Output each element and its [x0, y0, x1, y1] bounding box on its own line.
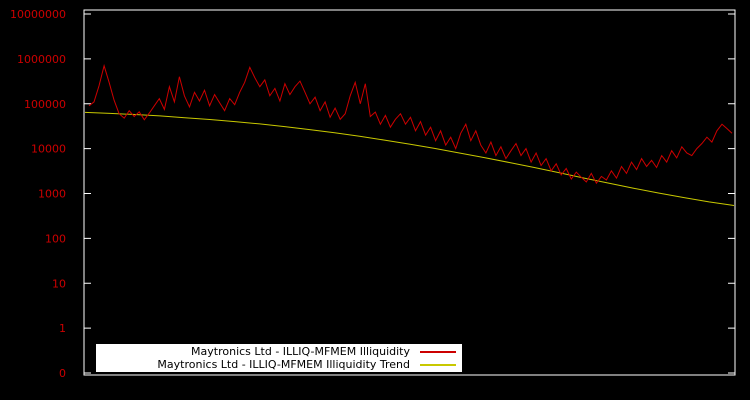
illiquidity-line: [88, 63, 733, 185]
trend-line: [84, 111, 735, 206]
y-tick-label: 1000: [38, 188, 66, 201]
legend-row-trend: Maytronics Ltd - ILLIQ-MFMEM Illiquidity…: [96, 358, 462, 371]
y-tick-label: 1000000: [17, 53, 66, 66]
legend-row-illiquidity: Maytronics Ltd - ILLIQ-MFMEM Illiquidity: [96, 345, 462, 358]
y-tick-label: 0: [59, 367, 66, 380]
y-tick-label: 10: [52, 277, 66, 290]
y-tick-label: 100: [45, 232, 66, 245]
y-tick-label: 1: [59, 322, 66, 335]
legend-label-trend: Maytronics Ltd - ILLIQ-MFMEM Illiquidity…: [157, 358, 410, 371]
plot-border: [83, 9, 736, 376]
chart-legend: Maytronics Ltd - ILLIQ-MFMEM Illiquidity…: [96, 344, 462, 372]
y-tick-label: 10000: [31, 143, 66, 156]
legend-line-sample-trend: [420, 363, 456, 366]
legend-label-illiquidity: Maytronics Ltd - ILLIQ-MFMEM Illiquidity: [191, 345, 410, 358]
legend-line-sample-illiquidity: [420, 350, 456, 353]
y-tick-label: 100000: [24, 98, 66, 111]
y-tick-label: 10000000: [10, 8, 66, 21]
